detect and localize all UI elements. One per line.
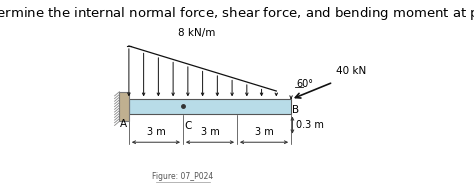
Text: 3 m: 3 m xyxy=(255,127,273,137)
Text: 8 kN/m: 8 kN/m xyxy=(178,28,215,38)
Bar xyxy=(129,99,291,114)
Text: 40 kN: 40 kN xyxy=(336,66,366,76)
Text: Figure: 07_P024: Figure: 07_P024 xyxy=(152,172,214,181)
Text: 5.  Determine the internal normal force, shear force, and bending moment at poin: 5. Determine the internal normal force, … xyxy=(0,4,474,22)
Text: 3 m: 3 m xyxy=(146,127,165,137)
Text: B: B xyxy=(292,105,300,115)
Bar xyxy=(119,92,129,121)
Text: A: A xyxy=(120,119,128,129)
Text: 0.3 m: 0.3 m xyxy=(296,120,324,130)
Text: 60°: 60° xyxy=(296,79,313,89)
Text: 3 m: 3 m xyxy=(201,127,219,137)
Text: C: C xyxy=(184,121,191,131)
